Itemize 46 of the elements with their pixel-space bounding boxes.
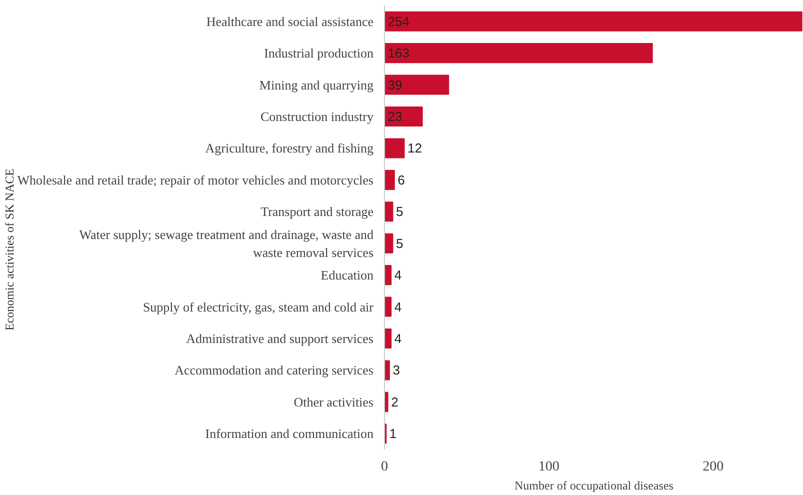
y-tick-label: Agriculture, forestry and fishing <box>205 140 374 156</box>
bar <box>384 360 390 380</box>
data-label: 6 <box>398 172 405 188</box>
bar <box>384 202 394 222</box>
y-tick-label: Other activities <box>294 394 374 410</box>
y-tick-label: Industrial production <box>264 46 374 61</box>
bar <box>384 106 423 127</box>
data-label: 39 <box>388 77 402 92</box>
data-label: 23 <box>388 109 402 124</box>
bar <box>384 392 388 412</box>
bar <box>384 138 405 158</box>
y-tick-label: Mining and quarrying <box>259 77 374 92</box>
data-label: 254 <box>388 14 410 29</box>
data-label: 4 <box>394 299 402 314</box>
data-label: 4 <box>394 331 402 346</box>
x-tick-label: 0 <box>381 460 388 474</box>
data-label: 163 <box>388 46 410 61</box>
text: Economic activities of SK NACE <box>2 168 16 330</box>
data-label: 5 <box>396 236 404 251</box>
x-tick-label: 100 <box>538 460 560 474</box>
y-tick-label: Water supply; sewage treatment and drainage, waste and waste removal services <box>79 226 374 260</box>
y-tick-label: Education <box>320 268 374 283</box>
x-axis-title: Number of occupational diseases <box>514 478 674 492</box>
y-tick-label: Transport and storage <box>260 204 374 220</box>
y-tick-label: Accommodation and catering services <box>174 362 374 378</box>
y-tick-label: Supply of electricity, gas, steam and cold air <box>142 299 374 314</box>
data-label: 4 <box>394 268 402 283</box>
bar <box>384 328 392 349</box>
bar <box>384 170 395 190</box>
y-tick-label: Wholesale and retail trade; repair of motor vehicles and motorcycles <box>17 172 374 188</box>
bar <box>384 265 392 286</box>
data-label: 3 <box>392 362 400 378</box>
bar <box>384 74 450 95</box>
bar <box>384 296 392 317</box>
y-tick-label: Healthcare and social assistance <box>206 14 374 29</box>
y-tick-label: Construction industry <box>260 109 374 124</box>
x-tick-label: 200 <box>702 460 724 474</box>
bar <box>384 233 394 254</box>
y-tick-label: Information and communication <box>205 426 374 442</box>
data-label: 5 <box>396 204 404 220</box>
data-label: 2 <box>391 394 398 410</box>
data-label: 1 <box>389 426 397 442</box>
y-tick-label: Administrative and support services <box>186 331 374 346</box>
data-label: 12 <box>408 140 422 156</box>
bar <box>384 11 802 32</box>
bar <box>384 43 653 64</box>
